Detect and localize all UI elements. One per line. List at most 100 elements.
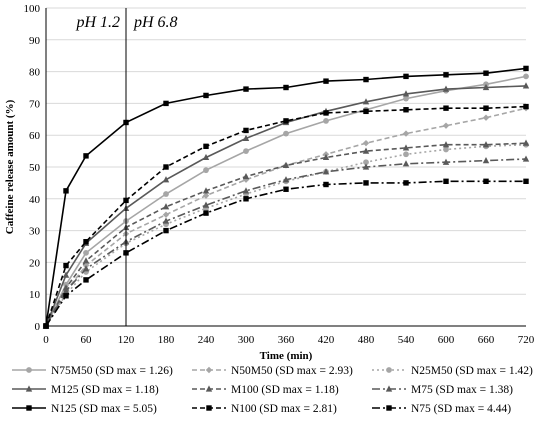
- data-point: [483, 178, 489, 185]
- data-point: [243, 86, 249, 92]
- data-point: [442, 85, 450, 92]
- y-tick-label: 80: [29, 67, 41, 79]
- x-tick-label: 600: [438, 334, 455, 346]
- series-line: [45, 142, 527, 327]
- data-point: [82, 265, 90, 272]
- x-tick-label: 720: [518, 334, 535, 346]
- legend-swatch-marker: [26, 405, 32, 411]
- data-point: [363, 76, 369, 83]
- data-point: [523, 65, 529, 72]
- data-point: [283, 118, 289, 124]
- legend-swatch-marker: [386, 367, 392, 373]
- data-point: [62, 287, 70, 294]
- data-point: [483, 105, 489, 111]
- legend-label: M100 (SD max = 1.18): [231, 384, 339, 396]
- legend-swatch-marker: [206, 405, 212, 411]
- data-point: [83, 277, 89, 283]
- legend-swatch-marker: [205, 366, 213, 374]
- legend-label: M75 (SD max = 1.38): [411, 384, 513, 396]
- data-point: [403, 180, 409, 186]
- data-point: [203, 167, 209, 174]
- data-point: [82, 257, 90, 264]
- y-tick-label: 0: [35, 321, 41, 333]
- data-point: [323, 78, 329, 84]
- data-point: [443, 146, 449, 153]
- data-point: [402, 90, 410, 97]
- y-axis-label: Caffeine release amount (%): [4, 99, 16, 234]
- y-tick-label: 30: [29, 226, 41, 238]
- legend: N75M50 (SD max = 1.26) N50M50 (SD max = 2…: [12, 365, 533, 415]
- data-point: [83, 249, 89, 256]
- data-point: [403, 151, 409, 158]
- data-point: [523, 178, 529, 185]
- data-point: [482, 157, 490, 164]
- data-point: [482, 83, 490, 91]
- data-point: [242, 134, 250, 141]
- series-line: [45, 105, 527, 327]
- series-line: [45, 107, 527, 327]
- legend-entry: N75M50 (SD max = 1.26): [12, 365, 173, 377]
- data-point: [402, 160, 410, 167]
- data-point: [523, 73, 529, 80]
- legend-entry: N100 (SD max = 2.81): [192, 403, 337, 415]
- legend-label: N75M50 (SD max = 1.26): [51, 365, 173, 377]
- x-tick-label: 660: [478, 334, 495, 346]
- series-line: [45, 143, 527, 327]
- data-point: [483, 70, 489, 76]
- x-tick-label: 60: [81, 334, 93, 346]
- data-point: [402, 144, 410, 151]
- legend-label: N50M50 (SD max = 2.93): [231, 365, 353, 377]
- data-point: [442, 158, 450, 165]
- data-point: [362, 163, 370, 170]
- data-point: [402, 130, 410, 137]
- data-point: [523, 103, 529, 110]
- x-tick-label: 240: [198, 334, 215, 346]
- data-point: [443, 72, 449, 78]
- series-0: [43, 73, 529, 329]
- data-point: [283, 130, 289, 137]
- data-point: [242, 176, 250, 183]
- data-point: [403, 95, 409, 102]
- data-point: [242, 172, 250, 180]
- legend-swatch-marker: [25, 385, 33, 392]
- grid-lines: [46, 7, 526, 295]
- data-point: [443, 178, 449, 185]
- data-point: [323, 181, 329, 188]
- legend-label: N75 (SD max = 4.44): [411, 403, 511, 415]
- data-point: [363, 108, 369, 115]
- legend-entry: M100 (SD max = 1.18): [192, 384, 339, 396]
- data-point: [63, 293, 69, 299]
- x-tick-label: 0: [43, 334, 49, 346]
- y-tick-label: 60: [29, 130, 41, 142]
- legend-entry: N50M50 (SD max = 2.93): [192, 365, 353, 377]
- y-tick-label: 40: [29, 194, 41, 206]
- legend-label: N25M50 (SD max = 1.42): [411, 365, 533, 377]
- data-point: [203, 143, 209, 150]
- data-point: [403, 107, 409, 113]
- data-point: [443, 105, 449, 111]
- data-point: [282, 161, 290, 169]
- annotation-ph-1-2: pH 1.2: [75, 14, 120, 31]
- data-point: [482, 114, 490, 121]
- legend-entry: N25M50 (SD max = 1.42): [372, 365, 533, 377]
- data-point: [162, 176, 170, 183]
- x-tick-label: 420: [318, 334, 335, 346]
- x-tick-label: 540: [398, 334, 415, 346]
- data-point: [522, 82, 530, 89]
- data-point: [322, 168, 330, 175]
- data-point: [243, 196, 249, 202]
- y-tick-label: 100: [24, 3, 41, 15]
- data-point: [202, 153, 210, 161]
- x-axis-label: Time (min): [260, 350, 313, 362]
- data-point: [442, 122, 450, 129]
- data-point: [203, 210, 209, 216]
- legend-entry: N75 (SD max = 4.44): [372, 403, 511, 415]
- legend-swatch-marker: [26, 367, 32, 373]
- series-line: [45, 67, 527, 327]
- x-tick-label: 360: [278, 334, 295, 346]
- data-point: [62, 284, 70, 291]
- data-point: [362, 98, 370, 105]
- data-point: [522, 155, 530, 162]
- legend-entry: M125 (SD max = 1.18): [12, 384, 159, 396]
